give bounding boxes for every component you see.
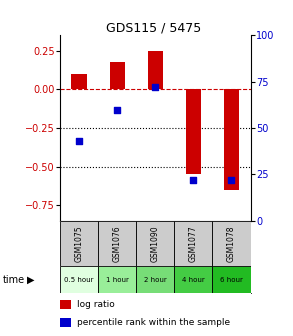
- Text: GSM1075: GSM1075: [75, 225, 84, 262]
- Text: 4 hour: 4 hour: [182, 277, 205, 283]
- Text: percentile rank within the sample: percentile rank within the sample: [77, 318, 230, 327]
- Text: GSM1076: GSM1076: [113, 225, 122, 262]
- FancyBboxPatch shape: [98, 221, 136, 266]
- FancyBboxPatch shape: [212, 221, 251, 266]
- Text: 0.5 hour: 0.5 hour: [64, 277, 94, 283]
- Text: GSM1078: GSM1078: [227, 225, 236, 262]
- Bar: [148, 51, 163, 89]
- Text: GSM1090: GSM1090: [151, 225, 160, 262]
- Point: [153, 85, 158, 90]
- Text: time: time: [3, 275, 25, 285]
- Text: GDS115 / 5475: GDS115 / 5475: [106, 22, 202, 35]
- Text: 2 hour: 2 hour: [144, 277, 167, 283]
- FancyBboxPatch shape: [98, 266, 136, 293]
- FancyBboxPatch shape: [174, 266, 212, 293]
- FancyBboxPatch shape: [136, 221, 174, 266]
- Point: [191, 177, 196, 183]
- FancyBboxPatch shape: [174, 221, 212, 266]
- Point: [115, 107, 120, 112]
- Text: 1 hour: 1 hour: [106, 277, 129, 283]
- Text: GSM1077: GSM1077: [189, 225, 198, 262]
- Bar: [60, 300, 71, 309]
- FancyBboxPatch shape: [60, 221, 98, 266]
- Text: 6 hour: 6 hour: [220, 277, 243, 283]
- Bar: [60, 318, 71, 327]
- Bar: [186, 89, 201, 174]
- Text: ▶: ▶: [27, 275, 35, 285]
- Point: [77, 138, 81, 144]
- Bar: [224, 89, 239, 190]
- FancyBboxPatch shape: [136, 266, 174, 293]
- Text: log ratio: log ratio: [77, 300, 115, 309]
- FancyBboxPatch shape: [60, 266, 98, 293]
- Bar: [71, 74, 87, 89]
- Bar: [110, 61, 125, 89]
- Point: [229, 177, 234, 183]
- FancyBboxPatch shape: [212, 266, 251, 293]
